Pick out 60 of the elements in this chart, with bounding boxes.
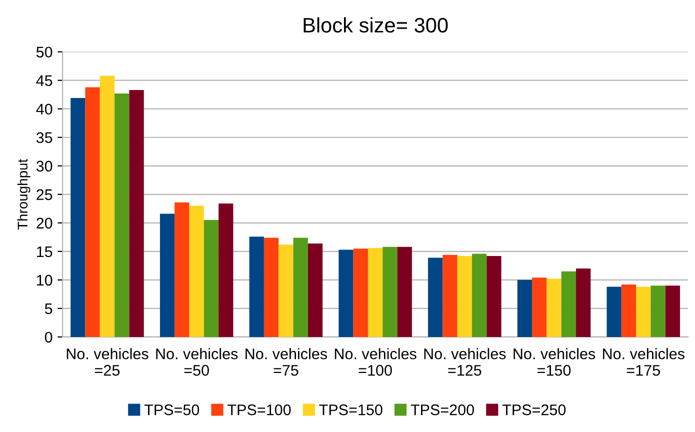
bar — [517, 280, 532, 337]
legend-label: TPS=100 — [228, 404, 291, 416]
bar — [353, 248, 368, 337]
y-tick-label: 25 — [36, 189, 52, 200]
bar — [85, 87, 100, 337]
chart-title: Block size= 300 — [304, 17, 448, 33]
y-tick-label: 30 — [36, 160, 52, 172]
x-tick-label: No. vehicles =100 — [334, 348, 416, 376]
legend-label: TPS=200 — [410, 404, 474, 416]
bar — [428, 258, 443, 337]
y-tick-label: 40 — [36, 104, 52, 115]
bar — [546, 278, 562, 337]
x-tick-label: No. vehicles =25 — [66, 348, 148, 376]
bar — [129, 90, 144, 337]
bar — [442, 254, 458, 337]
bar — [621, 284, 636, 337]
y-tick-label: 5 — [44, 303, 52, 314]
x-tick-label: No. vehicles =50 — [156, 348, 238, 376]
bar — [665, 286, 680, 337]
bar — [368, 248, 383, 337]
legend-label: TPS=150 — [319, 404, 382, 416]
bar — [338, 250, 354, 337]
bar — [249, 236, 264, 337]
bar — [532, 278, 547, 337]
legend-label: TPS=250 — [502, 404, 566, 416]
bar — [293, 238, 308, 337]
bar — [278, 244, 294, 337]
y-tick-label: 50 — [36, 46, 52, 58]
y-tick-label: 0 — [44, 332, 52, 343]
y-tick-label: 45 — [36, 75, 52, 86]
y-tick-label: 35 — [36, 132, 52, 144]
legend-label: TPS=50 — [144, 404, 200, 416]
bar — [70, 98, 86, 337]
bar — [576, 268, 591, 337]
y-tick-label: 20 — [36, 218, 52, 229]
bar — [174, 202, 190, 337]
y-axis-title: Throughput — [17, 158, 30, 230]
y-tick-label: 15 — [37, 246, 52, 258]
bar — [636, 286, 651, 337]
bar — [397, 246, 412, 337]
x-tick-label: No. vehicles =150 — [514, 348, 596, 376]
bar — [561, 271, 576, 337]
bar — [160, 214, 175, 337]
bar — [308, 243, 323, 337]
bar — [189, 206, 204, 337]
x-tick-label: No. vehicles =125 — [424, 348, 506, 376]
y-tick-label: 10 — [37, 274, 52, 286]
bar — [204, 220, 219, 337]
bar — [114, 93, 130, 337]
bar — [218, 204, 234, 337]
bar — [457, 256, 472, 337]
bar — [100, 76, 115, 337]
bar — [606, 286, 622, 337]
bar — [650, 286, 666, 337]
bar — [382, 246, 398, 337]
bar — [486, 256, 502, 337]
x-tick-label: No. vehicles =175 — [603, 348, 684, 376]
bar — [264, 238, 279, 337]
x-tick-label: No. vehicles =75 — [246, 348, 327, 376]
bar — [472, 254, 487, 337]
